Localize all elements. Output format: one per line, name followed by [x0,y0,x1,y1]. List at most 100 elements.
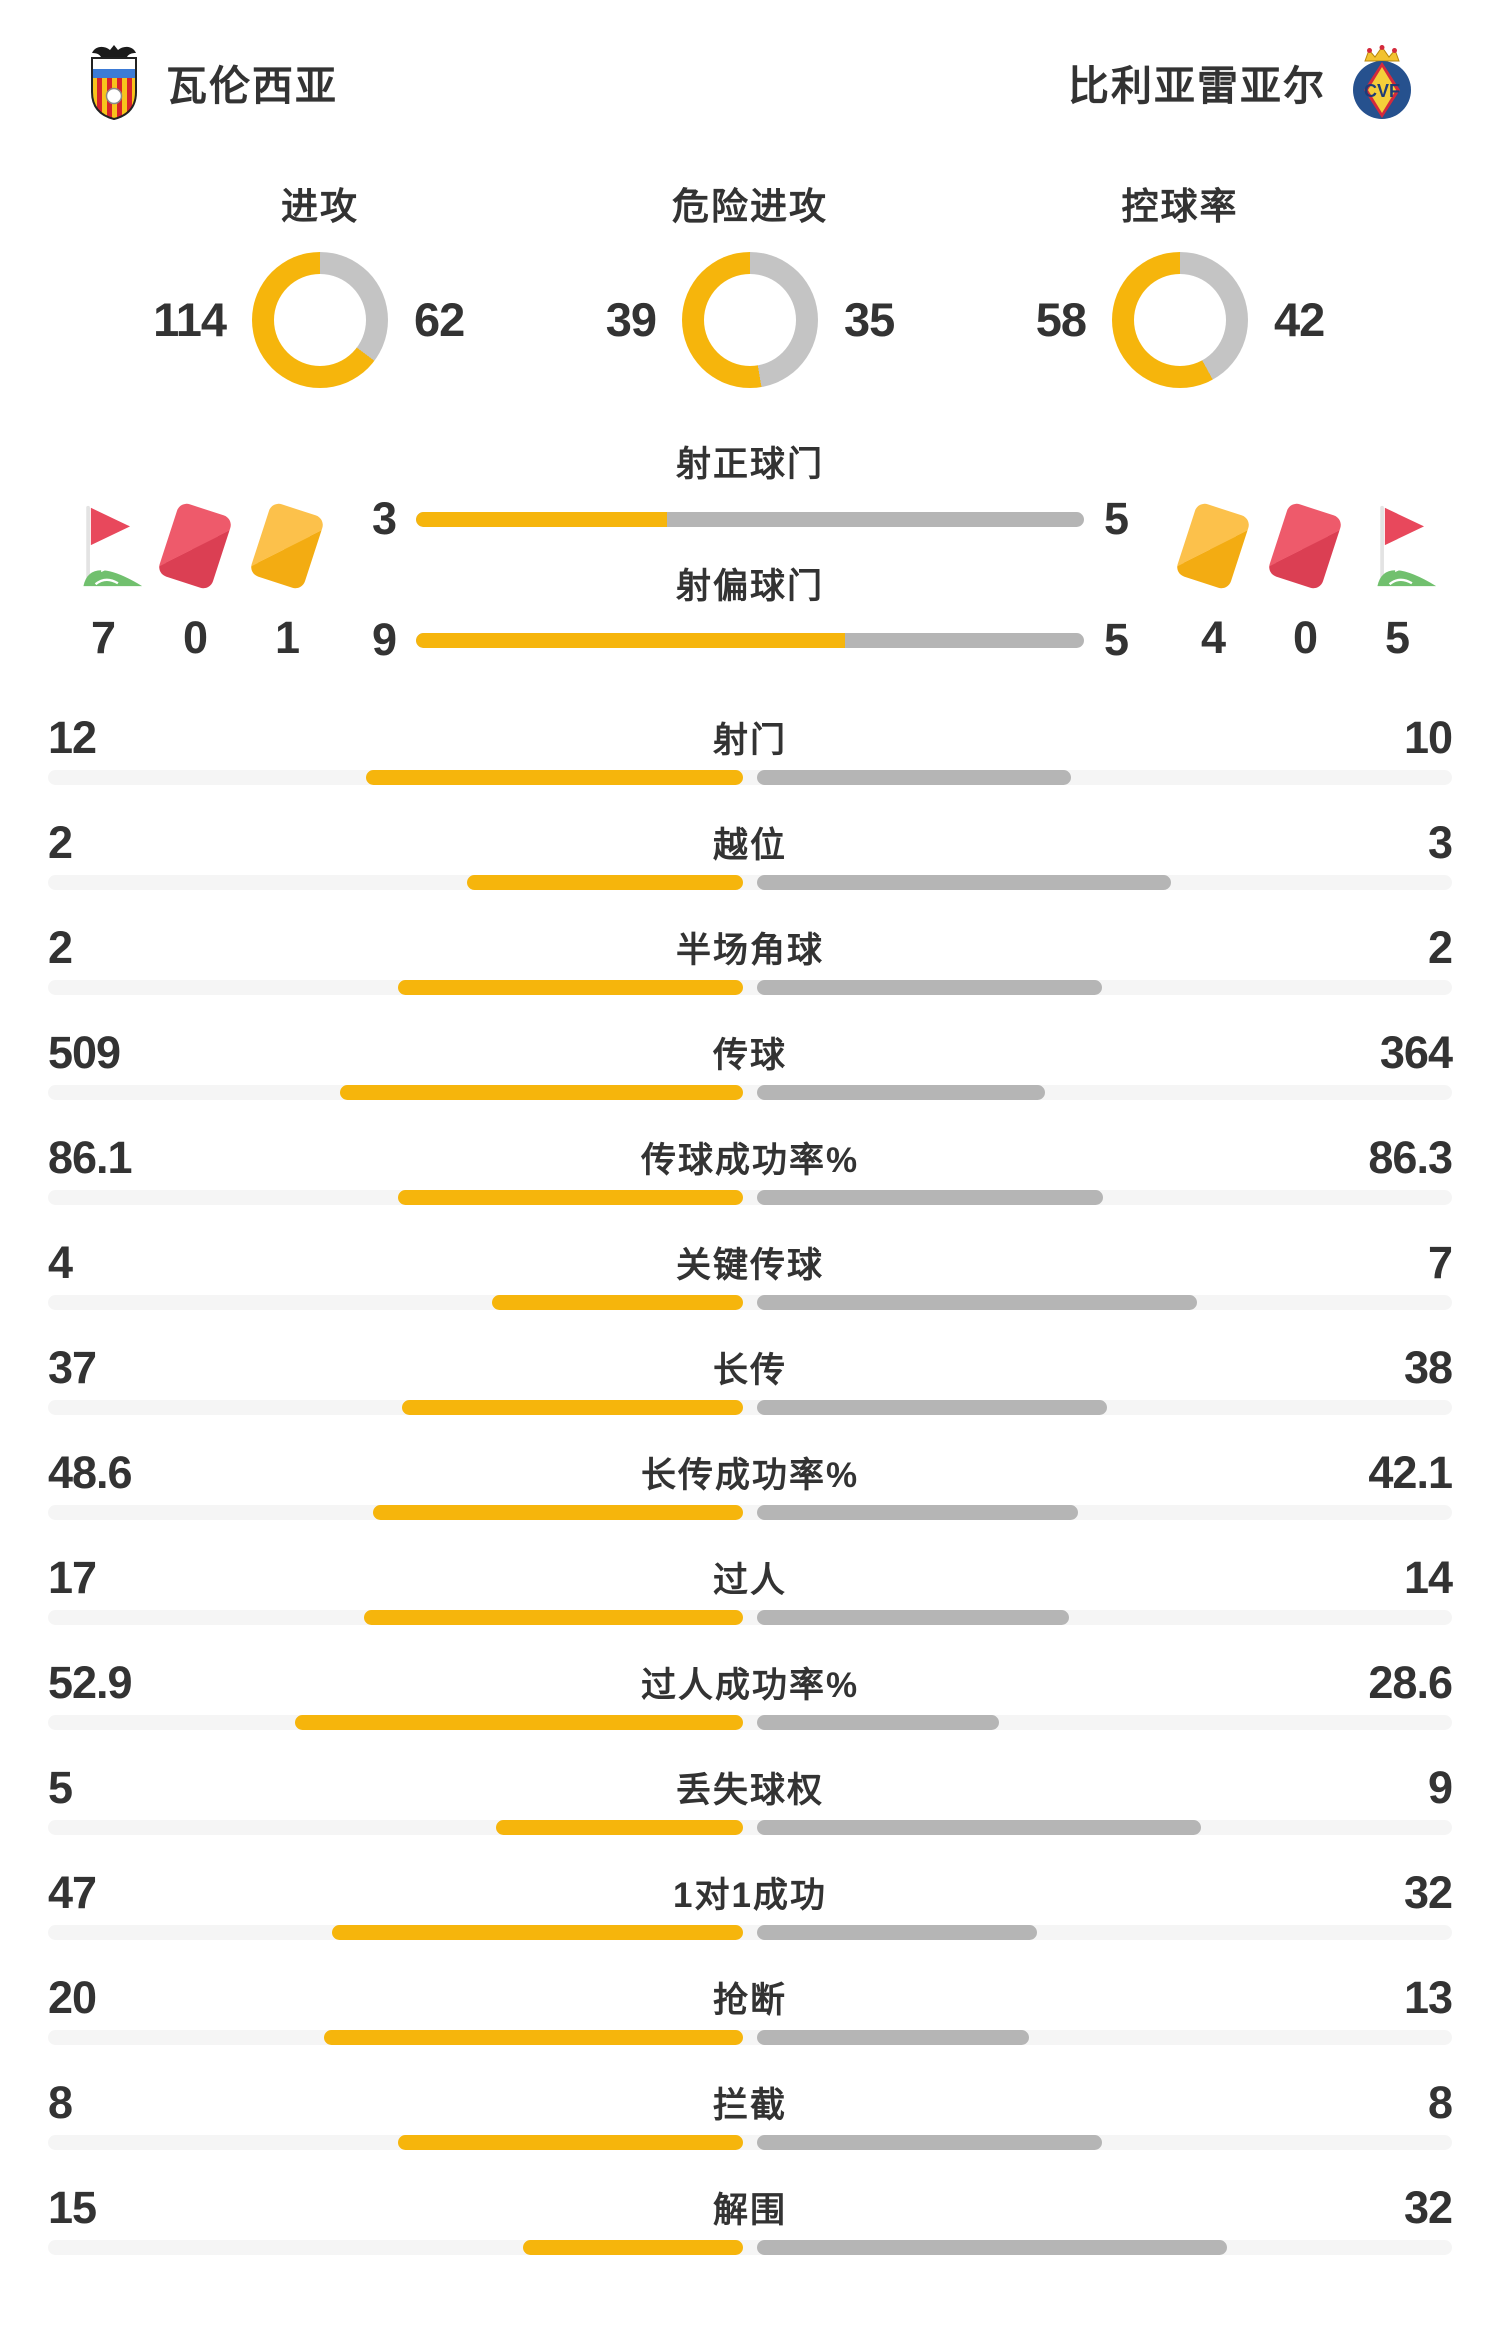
stat-label: 越位 [712,826,787,865]
villarreal-crest-icon: CVF [1353,45,1411,119]
stat-home-value: 2 [48,922,73,973]
stat-home-bar [340,1085,743,1100]
stat-row: 20 13 抢断 [0,1950,1500,2055]
stat-away-value: 7 [1427,1237,1453,1288]
stat-home-bar [522,2240,743,2255]
stats-section: 12 10 射门 2 3 越位 2 2 半场角球 509 364 传球 86.1 86.3 传球成功率% 4 7… [0,690,1500,2265]
yellow-card-icon [1174,501,1252,591]
stat-away-value: 38 [1403,1342,1453,1393]
discipline-count: 1 [274,612,300,663]
donut-away-value: 62 [414,293,465,346]
stat-away-bar [757,1820,1202,1835]
discipline-count: 0 [1292,612,1318,663]
discipline-icon-cell [1172,500,1254,592]
donut-row: 39 35 [564,252,936,388]
stat-away-bar [757,1400,1108,1415]
donut-title: 危险进攻 [672,186,828,227]
stat-row: 8 8 拦截 [0,2055,1500,2160]
shots-rows: 射正球门 3 5 射偏球门 9 5 [340,444,1160,666]
discipline-away-icons [1172,500,1438,592]
stat-home-value: 37 [48,1342,97,1393]
stat-track [48,1715,1452,1730]
stat-home-value: 509 [48,1027,121,1078]
donut-block: 进攻 114 62 [105,186,535,388]
stat-track [48,770,1452,785]
stat-home-value: 20 [48,1972,97,2023]
stat-track [48,1190,1452,1205]
stat-home-bar [402,1400,743,1415]
discipline-icon-cell [62,500,144,592]
stat-label: 过人 [712,1561,787,1600]
discipline-icon-cell [246,500,328,592]
discipline-icon-cell [1264,500,1346,592]
stat-label: 传球成功率% [640,1141,860,1180]
stat-track [48,1610,1452,1625]
shots-bar [416,632,1084,648]
shots-away-value: 5 [1104,493,1129,544]
donut-title: 进攻 [281,186,359,227]
donut-home-value: 39 [605,293,657,346]
stat-away-bar [757,2030,1030,2045]
match-header: 瓦伦西亚 比利亚雷亚尔 CVF [0,0,1500,120]
stat-away-bar [757,1715,1000,1730]
stat-home-bar [496,1820,743,1835]
stat-row: 5 9 丢失球权 [0,1740,1500,1845]
stat-away-value: 9 [1427,1762,1453,1813]
stat-away-bar [757,1295,1197,1310]
stat-row: 86.1 86.3 传球成功率% [0,1110,1500,1215]
stat-track [48,1925,1452,1940]
stat-away-bar [757,1610,1069,1625]
discipline-away-counts: 4 0 5 [1172,612,1438,664]
stat-home-bar [398,1190,743,1205]
home-team-name: 瓦伦西亚 [166,63,338,109]
stat-home-value: 15 [48,2182,97,2233]
stat-track [48,875,1452,890]
stat-away-value: 13 [1403,1972,1453,2023]
stat-track [48,980,1452,995]
stat-label: 1对1成功 [673,1876,827,1915]
red-card-icon [1266,501,1344,591]
donut-row: 58 42 [994,252,1366,388]
donut-away-value: 35 [844,293,895,346]
donut-home-value: 114 [153,293,227,346]
yellow-card-icon [248,501,326,591]
stat-away-value: 2 [1427,922,1453,973]
stat-away-bar [757,1085,1045,1100]
donut-away-value: 42 [1274,293,1325,346]
stat-away-bar [757,2135,1103,2150]
donut-chart [1112,252,1248,388]
stat-track [48,1295,1452,1310]
stat-home-value: 86.1 [48,1132,133,1183]
stat-away-value: 8 [1427,2077,1453,2128]
stat-away-value: 3 [1427,817,1453,868]
stat-away-bar [757,1505,1078,1520]
shots-bar-home-fill [416,632,846,648]
stat-row: 2 3 越位 [0,795,1500,900]
stat-row: 17 14 过人 [0,1530,1500,1635]
stat-home-bar [491,1295,743,1310]
stat-away-value: 10 [1403,712,1453,763]
stat-row: 15 32 解围 [0,2160,1500,2265]
stat-label: 拦截 [712,2086,787,2125]
stat-label: 解围 [712,2191,787,2230]
shots-home-value: 9 [371,614,397,665]
home-team-header: 瓦伦西亚 [82,44,338,120]
stat-track [48,2240,1452,2255]
stat-track [48,2135,1452,2150]
stat-away-value: 28.6 [1368,1657,1453,1708]
stat-away-value: 32 [1403,1867,1453,1918]
stat-home-value: 8 [48,2077,73,2128]
stat-row: 4 7 关键传球 [0,1215,1500,1320]
stat-away-bar [757,1190,1103,1205]
stat-label: 半场角球 [675,931,824,970]
donut-block: 危险进攻 39 35 [535,186,965,388]
stat-home-bar [366,770,743,785]
stat-home-bar [294,1715,743,1730]
shots-row-title: 射偏球门 [675,567,824,606]
stat-label: 射门 [712,721,787,760]
stat-away-bar [757,1925,1037,1940]
discipline-home-counts: 7 0 1 [62,612,328,664]
